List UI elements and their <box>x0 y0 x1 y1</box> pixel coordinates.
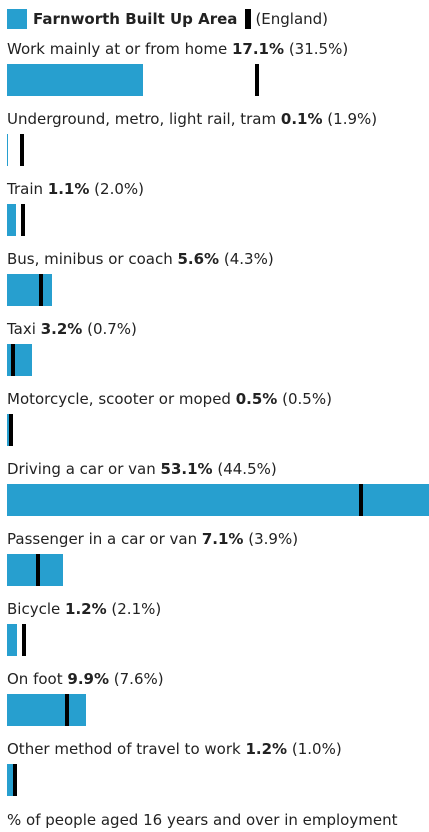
row-label: Bus, minibus or coach 5.6% (4.3%) <box>7 248 429 270</box>
value-label: 1.2% <box>65 600 107 618</box>
bar-row <box>7 274 429 306</box>
comparison-marker <box>358 484 363 516</box>
category-label: Passenger in a car or van <box>7 530 198 548</box>
bar <box>7 204 16 236</box>
comparison-marker <box>255 64 260 96</box>
value-label: 17.1% <box>231 40 285 58</box>
value-label: 9.9% <box>67 670 109 688</box>
value-label: 0.1% <box>280 110 323 128</box>
comparison-label: (1.9%) <box>327 110 378 128</box>
value-label: 3.2% <box>40 320 83 338</box>
bar <box>7 554 64 586</box>
row-label: Underground, metro, light rail, tram 0.1… <box>7 108 429 130</box>
bar <box>7 624 17 656</box>
comparison-label: (1.0%) <box>291 740 342 758</box>
bar <box>7 764 17 796</box>
category-label: Bicycle <box>7 600 61 618</box>
comparison-marker <box>20 134 25 166</box>
bar-row <box>7 764 429 796</box>
bar <box>7 484 429 516</box>
bar-row <box>7 64 429 96</box>
legend-label: (England) <box>255 10 329 28</box>
bar-row <box>7 344 429 376</box>
row-label: Other method of travel to work 1.2% (1.0… <box>7 738 429 760</box>
category-label: Driving a car or van <box>7 460 156 478</box>
bar-row <box>7 414 429 446</box>
comparison-label: (0.7%) <box>87 320 137 338</box>
comparison-marker <box>20 204 25 236</box>
category-label: Motorcycle, scooter or moped <box>7 390 231 408</box>
row-label: Taxi 3.2% (0.7%) <box>7 318 429 340</box>
comparison-marker <box>8 414 13 446</box>
comparison-marker <box>21 624 26 656</box>
comparison-marker <box>10 344 15 376</box>
row-label: Motorcycle, scooter or moped 0.5% (0.5%) <box>7 388 429 410</box>
category-label: On foot <box>7 670 63 688</box>
comparison-marker <box>35 554 40 586</box>
comparison-label: (7.6%) <box>113 670 164 688</box>
comparison-marker <box>65 694 70 726</box>
comparison-label: (2.1%) <box>111 600 162 618</box>
bar <box>7 694 86 726</box>
bar-row <box>7 694 429 726</box>
value-label: 53.1% <box>160 460 213 478</box>
value-label: 1.2% <box>245 740 288 758</box>
value-label: 7.1% <box>201 530 244 548</box>
category-label: Work mainly at or from home <box>7 40 228 58</box>
legend: Farnworth Built Up Area (England) <box>7 6 429 32</box>
row-label: Train 1.1% (2.0%) <box>7 178 429 200</box>
value-label: 1.1% <box>47 180 90 198</box>
category-label: Train <box>7 180 43 198</box>
bar-row <box>7 484 429 516</box>
bar-row <box>7 624 429 656</box>
rows: Work mainly at or from home 17.1% (31.5%… <box>7 38 429 796</box>
legend-swatch <box>7 9 27 29</box>
category-label: Underground, metro, light rail, tram <box>7 110 277 128</box>
row-label: Bicycle 1.2% (2.1%) <box>7 598 429 620</box>
comparison-label: (31.5%) <box>288 40 349 58</box>
comparison-label: (2.0%) <box>94 180 144 198</box>
comparison-label: (3.9%) <box>248 530 299 548</box>
legend-label: Farnworth Built Up Area <box>33 10 238 28</box>
comparison-label: (4.3%) <box>223 250 274 268</box>
note: % of people aged 16 years and over in em… <box>7 811 398 829</box>
row-label: Passenger in a car or van 7.1% (3.9%) <box>7 528 429 550</box>
row-label: Driving a car or van 53.1% (44.5%) <box>7 458 429 480</box>
comparison-label: (44.5%) <box>217 460 277 478</box>
bar-row <box>7 204 429 236</box>
category-label: Other method of travel to work <box>7 740 241 758</box>
row-label: On foot 9.9% (7.6%) <box>7 668 429 690</box>
comparison-marker <box>39 274 44 306</box>
category-label: Bus, minibus or coach <box>7 250 173 268</box>
comparison-label: (0.5%) <box>282 390 332 408</box>
bar <box>7 64 143 96</box>
bar-row <box>7 134 429 166</box>
bar-row <box>7 554 429 586</box>
value-label: 0.5% <box>235 390 278 408</box>
bar <box>7 274 52 306</box>
bar <box>7 134 8 166</box>
category-label: Taxi <box>7 320 36 338</box>
value-label: 5.6% <box>177 250 220 268</box>
row-label: Work mainly at or from home 17.1% (31.5%… <box>7 38 429 60</box>
comparison-marker <box>12 764 17 796</box>
legend-swatch <box>245 9 252 29</box>
